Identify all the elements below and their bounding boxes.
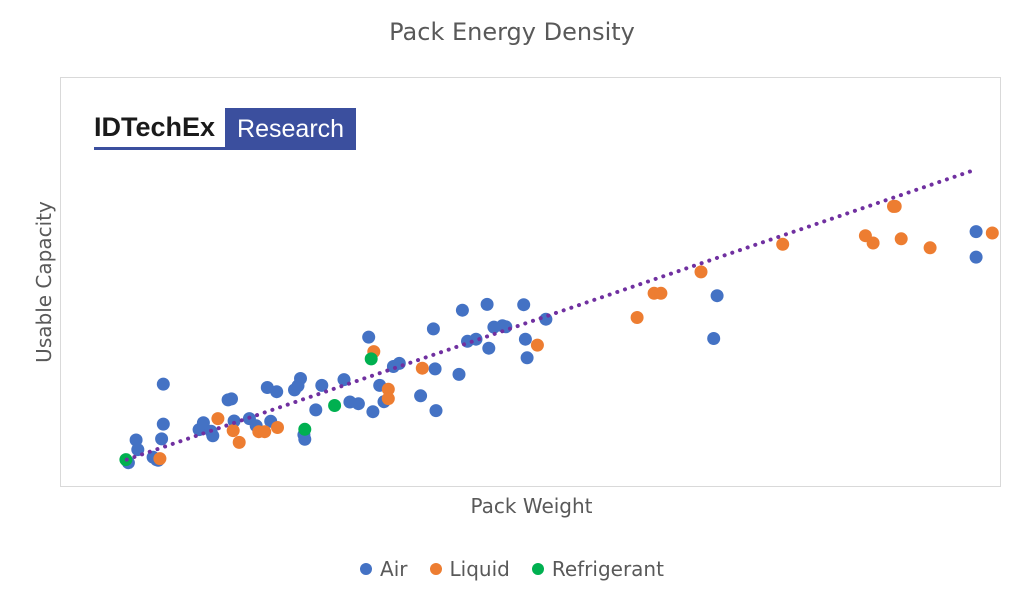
legend-item-refrigerant: Refrigerant [531,557,664,581]
legend-label-air: Air [380,557,408,581]
legend-label-liquid: Liquid [449,557,510,581]
chart-legend: Air Liquid Refrigerant [0,557,1024,581]
plot-area [60,77,1001,487]
legend-swatch-air [360,563,373,575]
chart-title: Pack Energy Density [389,18,635,46]
logo-research-box: Research [225,108,357,150]
legend-swatch-liquid [429,563,442,575]
y-axis-label: Usable Capacity [32,201,56,363]
legend-swatch-refrigerant [531,563,544,575]
idtechex-research-logo: IDTechEx Research [94,108,357,150]
logo-brand-text: IDTechEx [94,108,226,150]
legend-item-air: Air [360,557,408,581]
x-axis-label: Pack Weight [470,494,593,518]
legend-label-refrigerant: Refrigerant [551,557,664,581]
legend-item-liquid: Liquid [429,557,510,581]
